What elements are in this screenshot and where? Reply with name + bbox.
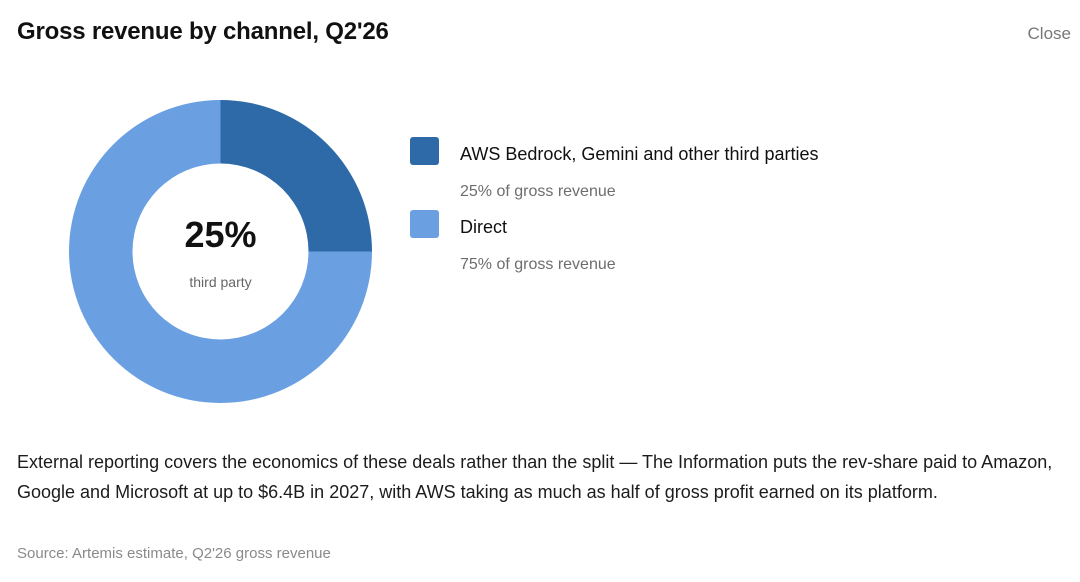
legend-item-direct: Direct 75% of gross revenue bbox=[410, 210, 1030, 276]
legend-item-third-parties: AWS Bedrock, Gemini and other third part… bbox=[410, 137, 1030, 203]
legend: AWS Bedrock, Gemini and other third part… bbox=[410, 137, 1030, 276]
legend-label-direct: Direct bbox=[460, 217, 508, 237]
donut-slice-direct bbox=[69, 100, 372, 403]
legend-caption-direct: 75% of gross revenue bbox=[460, 256, 616, 273]
center-value: 25% bbox=[184, 214, 256, 255]
legend-label-third-parties: AWS Bedrock, Gemini and other third part… bbox=[460, 144, 819, 164]
donut-chart: 25% third party bbox=[69, 100, 372, 403]
legend-swatch-third-parties bbox=[410, 137, 439, 165]
donut-svg: 25% third party bbox=[69, 100, 372, 403]
chart-title: Gross revenue by channel, Q2'26 bbox=[17, 18, 389, 45]
legend-swatch-direct bbox=[410, 210, 439, 238]
slices-group bbox=[69, 100, 372, 403]
explanatory-note: External reporting covers the economics … bbox=[17, 452, 1053, 502]
donut-slice-third-parties bbox=[220, 100, 372, 252]
legend-caption-third-parties: 25% of gross revenue bbox=[460, 183, 616, 200]
center-label: third party bbox=[189, 274, 251, 290]
close-button[interactable]: Close bbox=[1027, 24, 1071, 43]
source-note: Source: Artemis estimate, Q2'26 gross re… bbox=[17, 545, 331, 562]
